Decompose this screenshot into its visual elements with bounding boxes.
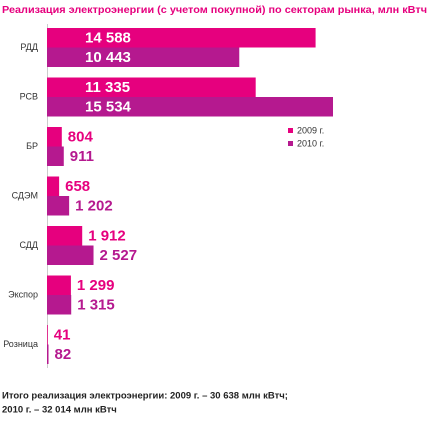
bar: [47, 245, 94, 265]
value-label: 14 588: [85, 30, 131, 47]
bar: [47, 47, 240, 67]
legend-label: 2010 г.: [297, 138, 324, 148]
bar: [47, 325, 48, 345]
footnote: 2010 г. – 32 014 млн кВтч: [2, 405, 117, 416]
category-label: Розница: [3, 339, 38, 349]
chart-title: Реализация электроэнергии (с учетом поку…: [2, 4, 427, 16]
bar: [47, 97, 333, 117]
value-label: 41: [54, 327, 71, 344]
category-label: Экспор: [8, 289, 38, 299]
bar: [47, 196, 70, 216]
bar: [47, 77, 256, 97]
value-label: 10 443: [85, 49, 131, 66]
category-label: СДД: [20, 240, 39, 250]
bar: [47, 127, 62, 147]
category-label: БР: [26, 141, 38, 151]
bar: [47, 275, 71, 295]
category-label: РСВ: [20, 91, 38, 101]
legend-swatch: [288, 128, 293, 133]
legend-swatch: [288, 141, 293, 146]
value-label: 82: [55, 346, 72, 363]
value-label: 804: [68, 129, 94, 146]
value-label: 1 299: [77, 277, 115, 294]
bar: [47, 226, 83, 246]
value-label: 911: [70, 148, 94, 165]
category-label: РДД: [20, 42, 38, 52]
value-label: 11 335: [85, 79, 130, 96]
bar: [47, 28, 316, 48]
value-label: 1 315: [77, 297, 115, 314]
value-label: 1 912: [88, 228, 126, 245]
bar: [47, 344, 49, 364]
value-label: 658: [65, 178, 90, 195]
legend-label: 2009 г.: [297, 125, 324, 135]
bar: [47, 295, 72, 315]
footnote: Итого реализация электроэнергии: 2009 г.…: [2, 391, 288, 402]
bar: [47, 176, 60, 196]
bar: [47, 146, 64, 166]
category-label: СДЭМ: [12, 190, 38, 200]
value-label: 2 527: [100, 247, 138, 264]
value-label: 15 534: [85, 99, 132, 116]
value-label: 1 202: [75, 198, 113, 215]
